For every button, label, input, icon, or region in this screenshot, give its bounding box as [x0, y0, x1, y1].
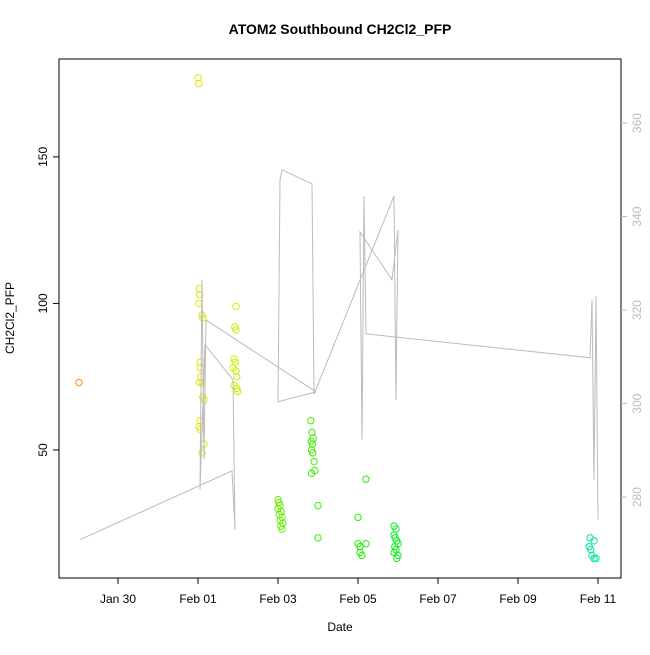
data-point — [233, 387, 242, 396]
data-point — [314, 534, 322, 542]
x-axis-label: Date — [327, 620, 353, 634]
y2-tick-label: 320 — [630, 300, 644, 320]
y-tick-label: 100 — [36, 293, 50, 313]
x-tick-label: Feb 01 — [179, 592, 217, 606]
data-point — [195, 290, 204, 299]
data-point — [278, 525, 286, 533]
x-tick-label: Feb 09 — [499, 592, 537, 606]
data-point — [358, 551, 366, 560]
x-tick-label: Feb 11 — [580, 592, 617, 606]
y-axis-label: CH2Cl2_PFP — [3, 282, 17, 354]
data-point — [198, 449, 206, 457]
y-tick-label: 150 — [36, 147, 50, 167]
data-point — [310, 457, 318, 466]
data-point — [309, 449, 317, 457]
chart-title: ATOM2 Southbound CH2Cl2_PFP — [229, 21, 452, 37]
data-point — [590, 537, 598, 545]
x-tick-label: Feb 03 — [259, 592, 297, 606]
data-point — [232, 326, 240, 334]
y-tick-label: 50 — [36, 443, 50, 457]
x-tick-label: Feb 07 — [419, 592, 457, 606]
line-series — [79, 169, 599, 541]
x-tick-label: Jan 30 — [100, 592, 136, 606]
plot-frame — [58, 58, 622, 579]
data-point — [195, 378, 203, 387]
data-point — [362, 540, 370, 548]
data-point — [393, 554, 401, 563]
x-tick-label: Feb 05 — [339, 592, 377, 606]
data-point — [194, 74, 202, 82]
data-point — [314, 501, 322, 510]
y2-tick-label: 360 — [630, 113, 644, 133]
data-point — [196, 364, 205, 372]
y2-tick-label: 340 — [630, 206, 644, 226]
data-point — [362, 475, 370, 483]
data-point — [308, 428, 316, 437]
data-point — [195, 79, 203, 88]
data-point — [590, 554, 598, 563]
data-point — [592, 554, 600, 563]
data-point — [307, 469, 316, 478]
data-point — [75, 378, 83, 387]
y2-tick-label: 300 — [630, 393, 644, 413]
data-point — [232, 302, 240, 311]
data-point — [307, 416, 315, 425]
data-point — [233, 372, 241, 381]
data-point — [354, 513, 362, 522]
data-point — [356, 542, 364, 551]
y2-tick-label: 280 — [630, 487, 644, 507]
data-point — [195, 299, 203, 308]
